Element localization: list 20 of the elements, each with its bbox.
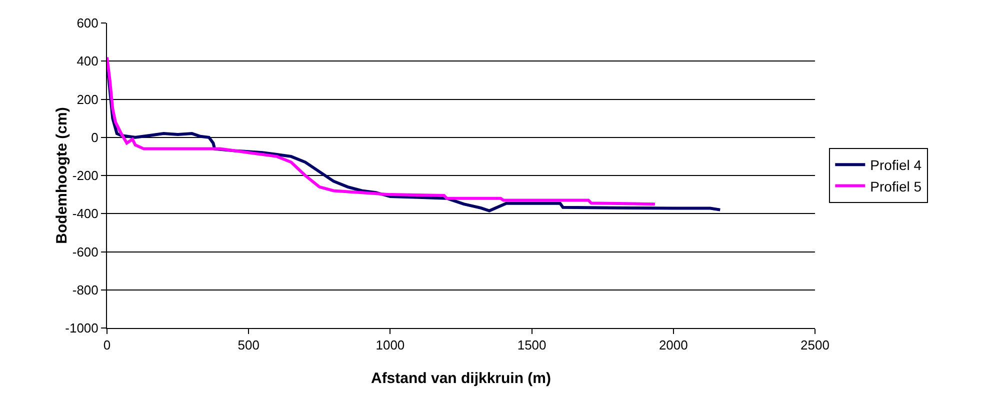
x-axis-title: Afstand van dijkkruin (m) — [370, 370, 552, 387]
y-tick-label: 200 — [76, 92, 98, 107]
x-tick-label: 500 — [238, 338, 260, 353]
x-tick-label: 2500 — [800, 338, 830, 353]
line-series — [107, 56, 656, 206]
y-tick-label: 0 — [91, 130, 98, 145]
y-tick-label: -800 — [72, 282, 98, 298]
legend-label: Profiel 4 — [870, 157, 922, 174]
x-tick-label: 0 — [103, 338, 111, 353]
x-tick-label: 1000 — [376, 338, 405, 353]
y-tick-label: -400 — [72, 206, 98, 222]
y-tick-label: -1000 — [65, 320, 98, 336]
legend-label: Profiel 5 — [870, 178, 922, 194]
y-tick-label: -600 — [72, 244, 98, 260]
y-axis-title: Bodemhoogte (cm) — [53, 107, 70, 244]
y-tick-label: 400 — [76, 54, 98, 69]
y-tick-label: 600 — [76, 16, 98, 31]
x-tick-label: 1500 — [517, 338, 546, 353]
y-tick-label: -200 — [72, 168, 98, 184]
x-tick-label: 2000 — [658, 338, 688, 353]
